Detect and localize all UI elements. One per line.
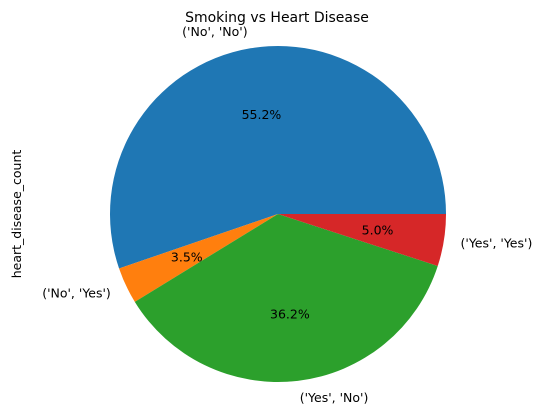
slice-percent-label: 5.0% (362, 222, 394, 237)
slice-category-label: ('No', 'No') (182, 24, 247, 39)
chart-title: Smoking vs Heart Disease (185, 10, 369, 26)
slice-category-label: ('No', 'Yes') (42, 285, 111, 300)
pie-slice (278, 214, 446, 266)
slice-category-label: ('Yes', 'Yes') (461, 235, 533, 250)
pie-labels: 55.2% ('No', 'No') 3.5% ('No', 'Yes') 36.2% (… (42, 24, 532, 405)
slice-category-label: ('Yes', 'No') (300, 390, 369, 405)
slice-percent-label: 55.2% (242, 107, 282, 122)
pie-slice (119, 214, 278, 302)
y-axis-label: heart_disease_count (9, 150, 24, 279)
pie-slice (134, 214, 438, 382)
pie-slices (110, 46, 446, 382)
slice-percent-label: 3.5% (171, 249, 203, 264)
slice-percent-label: 36.2% (270, 307, 310, 322)
pie-slice (110, 46, 446, 269)
